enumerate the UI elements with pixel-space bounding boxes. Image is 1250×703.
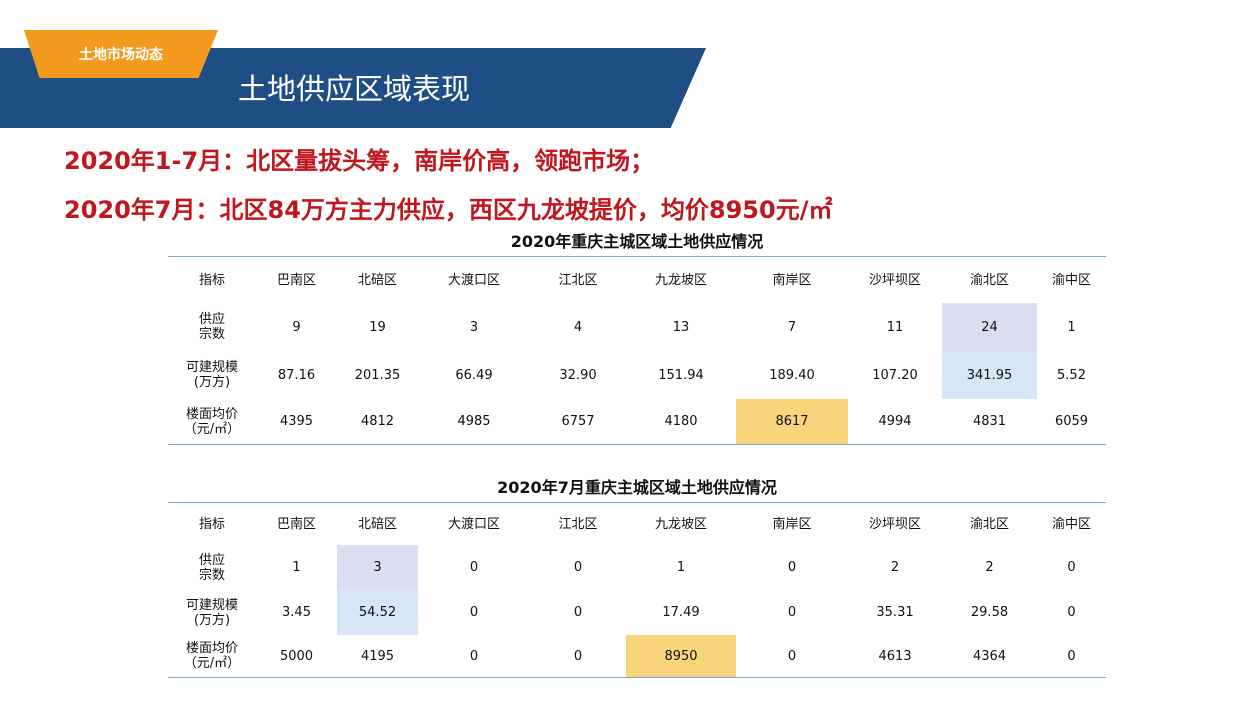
data-cell: 66.49 [455, 367, 493, 383]
table-ytd-title: 2020年重庆主城区域土地供应情况 [510, 232, 764, 251]
table-ytd: 指标 巴南区 北碚区 大渡口区 江北区 九龙坡区 南岸区 沙坪坝区 渝北区 渝中… [168, 256, 1106, 445]
data-cell: 3.45 [282, 605, 311, 620]
header-cell: 江北区 [558, 272, 598, 288]
data-cell: 4 [573, 319, 583, 335]
header-cell: 指标 [198, 516, 225, 532]
data-cell: 87.16 [277, 367, 316, 383]
header-cell: 大渡口区 [447, 516, 500, 532]
data-cell: 4613 [878, 648, 912, 664]
highlight-cell: 8950 [626, 635, 736, 678]
highlight-cell: 341.95 [942, 351, 1037, 399]
header-cell: 指标 [198, 272, 225, 288]
data-cell: 4812 [360, 414, 395, 429]
headline-july: 2020年7月：北区84万方主力供应，西区九龙坡提价，均价8950元/㎡ [64, 196, 833, 224]
header-cell: 渝中区 [1051, 272, 1091, 288]
data-cell: 5.52 [1057, 367, 1086, 383]
row-label: 可建规模 (万方) [185, 597, 238, 628]
header-cell: 北碚区 [357, 272, 397, 288]
data-cell: 17.49 [662, 605, 700, 620]
row-label: 供应 宗数 [198, 312, 225, 342]
data-cell: 0 [1067, 560, 1076, 575]
header-cell: 大渡口区 [447, 272, 500, 288]
highlight-cell: 54.52 [337, 590, 418, 635]
data-cell: 189.40 [769, 367, 815, 383]
highlight-cell: 24 [942, 303, 1037, 351]
data-cell: 0 [787, 560, 797, 575]
data-cell: 6757 [561, 414, 595, 429]
header-cell: 九龙坡区 [654, 516, 707, 532]
header-cell: 北碚区 [357, 516, 397, 532]
data-cell: 29.58 [970, 605, 1009, 620]
header-cell: 渝北区 [969, 272, 1009, 288]
data-cell: 0 [469, 648, 479, 664]
header-cell: 巴南区 [276, 272, 316, 288]
highlight-cell: 3 [337, 545, 418, 590]
data-cell: 0 [469, 560, 479, 575]
header-cell: 南岸区 [772, 516, 812, 532]
header-cell: 南岸区 [772, 272, 812, 288]
header-cell: 巴南区 [276, 516, 316, 532]
data-cell: 4395 [279, 414, 314, 429]
data-cell: 1 [292, 560, 301, 575]
row-label: 可建规模 (万方) [185, 360, 238, 390]
data-cell: 4831 [972, 414, 1007, 429]
data-cell: 6059 [1054, 414, 1089, 429]
highlight-cell: 8617 [736, 399, 848, 445]
data-cell: 107.20 [872, 367, 918, 383]
data-cell: 0 [573, 648, 583, 664]
data-cell: 1 [1067, 319, 1076, 335]
data-cell: 5000 [279, 648, 314, 664]
data-cell: 32.90 [559, 367, 597, 383]
data-cell: 0 [787, 648, 797, 664]
header-cell: 九龙坡区 [654, 272, 707, 288]
header-cell: 渝中区 [1051, 516, 1091, 532]
data-cell: 4195 [360, 648, 395, 664]
table-july: 指标 巴南区 北碚区 大渡口区 江北区 九龙坡区 南岸区 沙坪坝区 渝北区 渝中… [168, 502, 1106, 678]
data-cell: 0 [573, 560, 583, 575]
data-cell: 35.31 [876, 605, 914, 620]
header-cell: 渝北区 [969, 516, 1009, 532]
data-cell: 4364 [972, 648, 1007, 664]
data-cell: 2 [985, 560, 994, 575]
data-cell: 19 [369, 319, 386, 335]
headline-ytd: 2020年1-7月：北区量拔头筹，南岸价高，领跑市场； [64, 147, 655, 175]
data-cell: 0 [1067, 648, 1076, 664]
data-cell: 151.94 [658, 367, 704, 383]
row-label: 供应 宗数 [198, 552, 225, 583]
header-cell: 沙坪坝区 [868, 272, 921, 288]
data-cell: 4985 [457, 414, 491, 429]
table-july-title: 2020年7月重庆主城区域土地供应情况 [497, 478, 777, 497]
data-cell: 11 [886, 319, 904, 335]
data-cell: 4180 [664, 414, 698, 429]
data-cell: 9 [292, 319, 301, 335]
data-cell: 4994 [878, 414, 912, 429]
header-cell: 沙坪坝区 [868, 516, 921, 532]
row-label: 楼面均价 （元/㎡） [183, 406, 241, 437]
data-cell: 201.35 [354, 367, 401, 383]
data-cell: 0 [573, 605, 583, 620]
header-cell: 江北区 [558, 516, 598, 532]
row-label: 楼面均价 （元/㎡） [183, 641, 241, 671]
data-cell: 3 [469, 319, 479, 335]
data-cell: 0 [469, 605, 479, 620]
section-tag: 土地市场动态 [24, 30, 218, 78]
data-cell: 2 [890, 560, 900, 575]
data-cell: 0 [787, 605, 797, 620]
page-title: 土地供应区域表现 [238, 72, 471, 106]
data-cell: 1 [676, 560, 686, 575]
data-cell: 0 [1067, 605, 1076, 620]
data-cell: 13 [672, 319, 690, 335]
data-cell: 7 [787, 319, 797, 335]
